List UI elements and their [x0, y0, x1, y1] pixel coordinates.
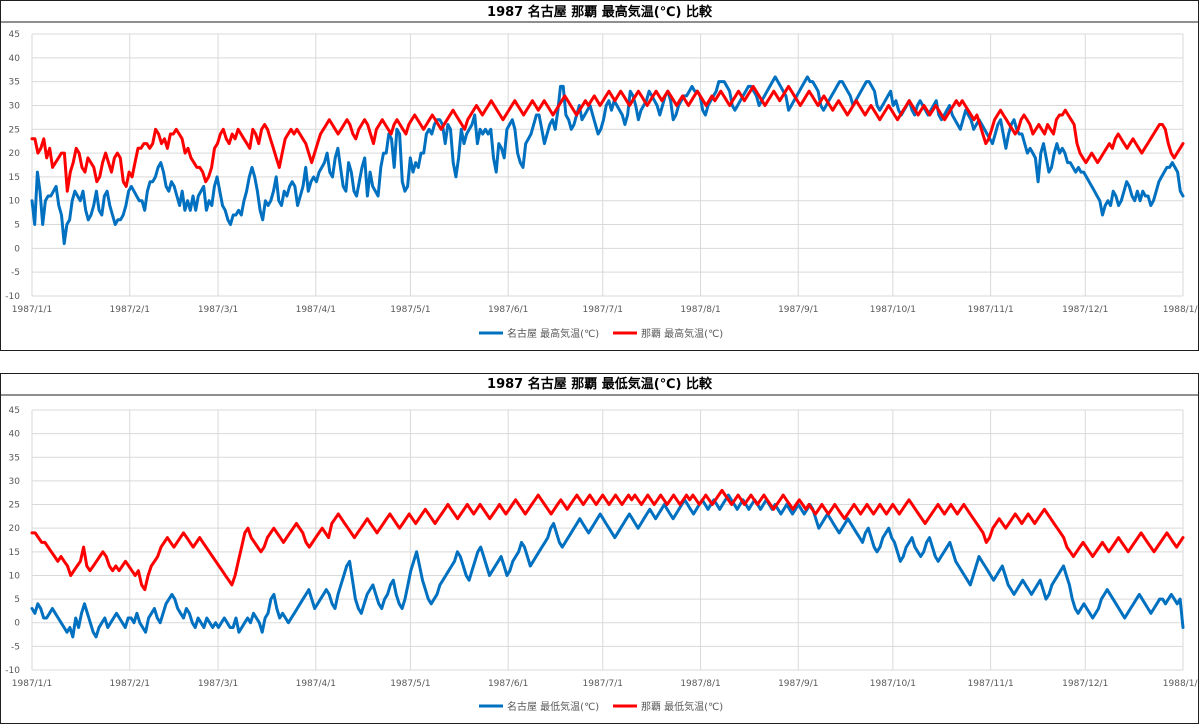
- legend-label-nagoya: 名古屋 最高気温(℃): [507, 327, 599, 340]
- x-tick-label: 1988/1/1: [1163, 305, 1199, 315]
- y-tick-label: 35: [9, 78, 20, 88]
- x-tick-label: 1987/2/1: [110, 305, 150, 315]
- chart-frame: [0, 0, 1199, 351]
- max-temp-chart-svg: 1987 名古屋 那覇 最高気温(℃) 比較 -10 -5 0 5 10 15 20 25 30 3…: [0, 0, 1199, 351]
- x-tick-label: 1987/9/1: [778, 679, 818, 689]
- series-line-nagoya: [30, 493, 1185, 639]
- y-tick-label: 45: [9, 30, 20, 40]
- y-tick-label: 10: [9, 571, 21, 581]
- x-tick-label: 1987/11/1: [968, 679, 1014, 689]
- x-tick-label: 1987/11/1: [968, 305, 1014, 315]
- x-tick-label: 1987/5/1: [390, 305, 430, 315]
- y-tick-label: -10: [5, 666, 20, 676]
- y-tick-label: 45: [9, 406, 20, 416]
- x-tick-label: 1987/6/1: [488, 305, 528, 315]
- x-tick-label: 1987/12/1: [1062, 679, 1108, 689]
- x-tick-label: 1987/3/1: [198, 679, 238, 689]
- x-tick-label: 1987/2/1: [110, 679, 150, 689]
- y-tick-label: 30: [9, 477, 21, 487]
- chart-frame: [0, 373, 1199, 724]
- y-tick-label: -10: [5, 292, 20, 302]
- x-tick-label: 1987/3/1: [198, 305, 238, 315]
- y-tick-label: 25: [9, 125, 20, 135]
- x-tick-label: 1987/12/1: [1062, 305, 1108, 315]
- x-tick-label: 1987/7/1: [583, 305, 623, 315]
- y-tick-label: 10: [9, 197, 21, 207]
- chart-title: 1987 名古屋 那覇 最高気温(℃) 比較: [487, 4, 713, 20]
- y-tick-label: 0: [14, 619, 20, 629]
- y-tick-label: 35: [9, 453, 20, 463]
- y-tick-label: 15: [9, 173, 20, 183]
- y-tick-label: 5: [14, 595, 20, 605]
- y-tick-label: 40: [9, 430, 21, 440]
- x-tick-label: 1987/10/1: [870, 679, 916, 689]
- max-temp-chart: 1987 名古屋 那覇 最高気温(℃) 比較 -10 -5 0 5 10 15 20 25 30 3…: [0, 0, 1199, 351]
- x-tick-label: 1987/1/1: [12, 679, 52, 689]
- x-tick-label: 1987/4/1: [296, 305, 336, 315]
- chart-title: 1987 名古屋 那覇 最低気温(℃) 比較: [487, 376, 713, 392]
- x-tick-label: 1987/8/1: [680, 679, 720, 689]
- series-line-naha: [30, 488, 1185, 592]
- y-tick-label: 40: [9, 54, 21, 64]
- x-tick-label: 1987/7/1: [583, 679, 623, 689]
- y-tick-label: 5: [14, 221, 20, 231]
- min-temp-chart: 1987 名古屋 那覇 最低気温(℃) 比較 -10 -5 0 5 10 15 20 25 30 3…: [0, 373, 1199, 724]
- y-tick-label: 20: [9, 149, 21, 159]
- y-tick-label: -5: [11, 268, 20, 278]
- legend-label-nagoya: 名古屋 最低気温(℃): [507, 700, 599, 713]
- x-tick-label: 1987/1/1: [12, 305, 52, 315]
- series-line-naha: [30, 84, 1185, 193]
- legend-label-naha: 那覇 最低気温(℃): [641, 700, 723, 713]
- min-temp-chart-svg: 1987 名古屋 那覇 最低気温(℃) 比較 -10 -5 0 5 10 15 20 25 30 3…: [0, 373, 1199, 724]
- x-tick-label: 1987/9/1: [778, 305, 818, 315]
- y-tick-label: 20: [9, 524, 21, 534]
- y-tick-label: 0: [14, 244, 20, 254]
- series-line-nagoya: [30, 75, 1185, 246]
- y-tick-label: 30: [9, 101, 21, 111]
- x-tick-label: 1987/10/1: [870, 305, 916, 315]
- y-tick-label: -5: [11, 642, 20, 652]
- legend-label-naha: 那覇 最高気温(℃): [641, 327, 723, 340]
- x-tick-label: 1987/8/1: [680, 305, 720, 315]
- y-tick-label: 15: [9, 548, 20, 558]
- x-tick-label: 1987/4/1: [296, 679, 336, 689]
- x-tick-label: 1987/5/1: [390, 679, 430, 689]
- x-tick-label: 1988/1/1: [1163, 679, 1199, 689]
- y-tick-label: 25: [9, 501, 20, 511]
- x-tick-label: 1987/6/1: [488, 679, 528, 689]
